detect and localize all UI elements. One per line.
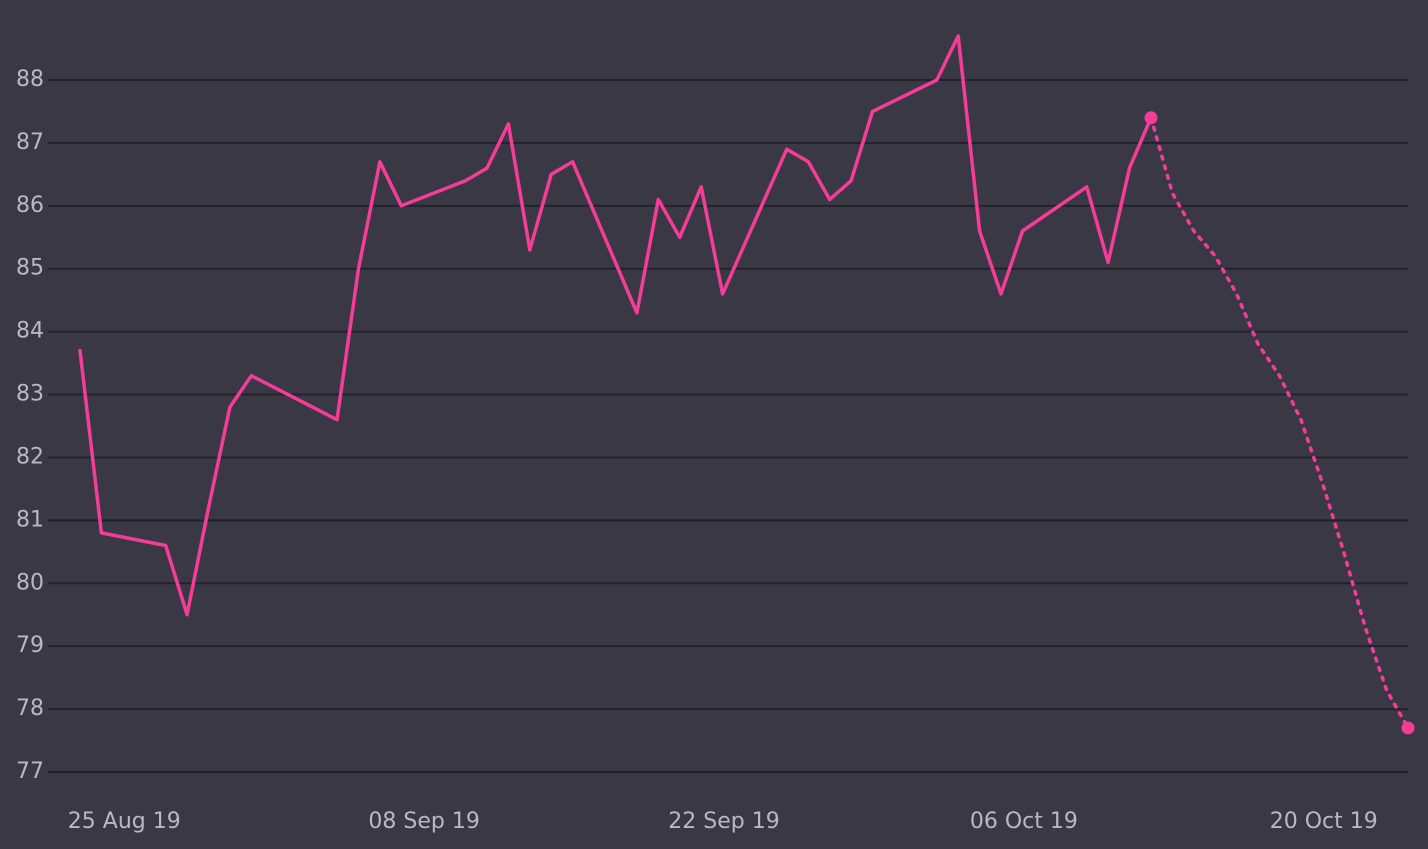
- x-tick-label: 25 Aug 19: [68, 809, 181, 834]
- forecast-start-point: [1144, 111, 1158, 125]
- y-tick-label: 78: [16, 696, 44, 721]
- y-tick-label: 86: [16, 193, 44, 218]
- y-tick-label: 79: [16, 633, 44, 658]
- x-tick-label: 22 Sep 19: [668, 809, 779, 834]
- y-tick-label: 81: [16, 507, 44, 532]
- x-axis-tick-labels: 25 Aug 19 08 Sep 19 22 Sep 19 06 Oct 19 20 O…: [68, 809, 1378, 834]
- y-tick-label: 80: [16, 570, 44, 595]
- y-tick-label: 88: [16, 67, 44, 92]
- y-tick-label: 84: [16, 319, 44, 344]
- y-axis-tick-labels: 77 78 79 80 81 82 83 84 85 86 87 88: [16, 67, 44, 784]
- y-tick-label: 77: [16, 759, 44, 784]
- price-series-line: [78, 34, 1153, 617]
- x-tick-label: 08 Sep 19: [368, 809, 479, 834]
- y-tick-label: 85: [16, 256, 44, 281]
- forecast-end-point: [1401, 721, 1415, 735]
- y-tick-label: 87: [16, 130, 44, 155]
- y-tick-label: 82: [16, 444, 44, 469]
- forecast-series-line: [1149, 115, 1410, 730]
- x-tick-label: 20 Oct 19: [1270, 809, 1378, 834]
- y-tick-label: 83: [16, 382, 44, 407]
- gridlines: [48, 79, 1408, 773]
- x-tick-label: 06 Oct 19: [970, 809, 1078, 834]
- series-layer: [78, 34, 1415, 735]
